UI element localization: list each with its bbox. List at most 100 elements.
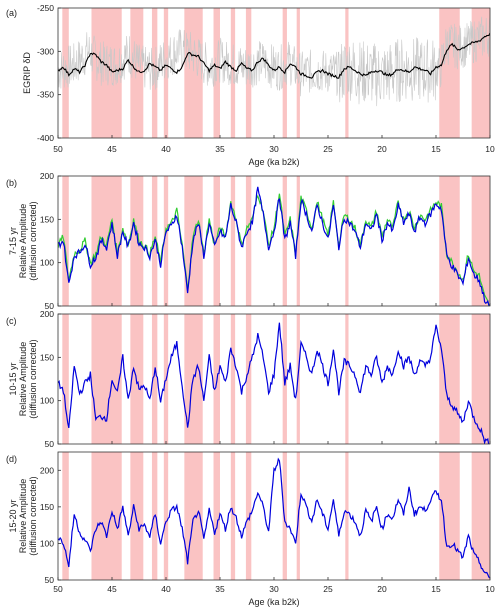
y-tick-label: 50 <box>45 301 55 311</box>
x-tick-label: 50 <box>53 584 63 594</box>
y-tick-label: 200 <box>40 171 54 181</box>
y-axis-label-line: 7-15 yr <box>8 227 18 255</box>
shading-band <box>184 8 203 138</box>
shading-band <box>439 452 460 580</box>
panel-d: 50 100 150 200 50 45 40 35 30 25 20 15 10 Age (ka b2k… <box>6 451 495 607</box>
shading-band <box>62 452 69 580</box>
y-axis-label-line: 15-20 yr <box>8 499 18 532</box>
x-tick-label: 45 <box>107 584 117 594</box>
shading-band <box>439 176 460 306</box>
panel-b: 50 100 150 200 (b) 7-15 yrRelative Amplitude(… <box>6 171 491 311</box>
shading-band <box>296 176 300 306</box>
x-tick-label: 20 <box>377 584 387 594</box>
x-tick-label: 40 <box>161 584 171 594</box>
y-axis-label-line: Relative Amplitude <box>18 342 28 417</box>
x-tick-label: 25 <box>323 144 333 154</box>
y-tick-label: 200 <box>40 309 54 319</box>
panel-label: (c) <box>6 316 17 326</box>
y-axis-label-line: Relative Amplitude <box>18 204 28 279</box>
shading-band <box>471 452 490 580</box>
y-tick-label: -300 <box>37 46 54 56</box>
y-axis-label: 10-15 yrRelative Amplitude(diffusion cor… <box>8 339 38 418</box>
x-axis-label: Age (ka b2k) <box>248 597 299 607</box>
series-blue-line <box>58 186 490 306</box>
series-blue-line <box>58 322 490 444</box>
shading-band <box>151 314 158 444</box>
shading-band <box>62 314 69 444</box>
shading-band <box>230 314 236 444</box>
shading-band <box>62 176 69 306</box>
shading-band <box>163 176 169 306</box>
shading-band <box>345 176 349 306</box>
x-tick-label: 25 <box>323 584 333 594</box>
shading-band <box>230 176 236 306</box>
y-tick-label: 50 <box>45 439 55 449</box>
shading-band <box>130 452 144 580</box>
panel-label: (a) <box>6 8 17 18</box>
y-tick-label: 150 <box>40 502 54 512</box>
x-tick-label: 15 <box>431 584 441 594</box>
series-group <box>58 457 490 579</box>
y-tick-label: 150 <box>40 352 54 362</box>
y-tick-label: 50 <box>45 575 55 585</box>
y-axis-label-line: (diffusion corrected) <box>28 476 38 555</box>
shading-band <box>213 452 220 580</box>
shading-band <box>282 176 287 306</box>
shading-band <box>230 452 236 580</box>
x-tick-label: 35 <box>215 144 225 154</box>
shading-band <box>230 8 236 138</box>
series-green-line <box>58 193 490 306</box>
y-tick-label: 150 <box>40 214 54 224</box>
panel-label: (d) <box>6 454 17 464</box>
series-blue-line <box>58 457 490 579</box>
shading-band <box>245 314 252 444</box>
shading-band <box>439 314 460 444</box>
shading-band <box>296 8 300 138</box>
y-axis-label: 7-15 yrRelative Amplitude(diffusion corr… <box>8 201 38 280</box>
shading-band <box>471 8 490 138</box>
y-axis-label: EGRIP δD <box>22 52 32 94</box>
y-axis-label-line: (diffusion corrected) <box>28 201 38 280</box>
y-tick-label: -250 <box>37 3 54 13</box>
y-axis-label-line: Relative Amplitude <box>18 479 28 554</box>
axes-frame <box>57 313 491 445</box>
y-tick-label: -400 <box>37 133 54 143</box>
series-raw-line <box>58 15 490 107</box>
y-axis-label-line: EGRIP δD <box>22 52 32 94</box>
shading-band <box>345 314 349 444</box>
panel-c: 50 100 150 200 (c) 10-15 yrRelative Amplitude… <box>6 309 491 449</box>
shading-band <box>245 452 252 580</box>
shading-band <box>130 176 144 306</box>
shading-band <box>130 8 144 138</box>
x-tick-label: 40 <box>161 144 171 154</box>
shading-band <box>245 176 252 306</box>
shading-band <box>91 452 122 580</box>
panel-label: (b) <box>6 178 17 188</box>
x-tick-label: 15 <box>431 144 441 154</box>
series-group <box>58 186 490 306</box>
x-tick-label: 45 <box>107 144 117 154</box>
shading-band <box>163 8 169 138</box>
y-axis-label-line: (diffusion corrected) <box>28 339 38 418</box>
x-axis-label: Age (ka b2k) <box>248 157 299 167</box>
x-tick-label: 20 <box>377 144 387 154</box>
y-axis-label-line: 10-15 yr <box>8 362 18 395</box>
x-tick-label: 30 <box>269 144 279 154</box>
axes-frame <box>57 175 491 307</box>
shading-band <box>91 314 122 444</box>
shading-band <box>345 452 349 580</box>
x-tick-label: 10 <box>485 144 495 154</box>
x-tick-label: 10 <box>485 584 495 594</box>
y-tick-label: 100 <box>40 538 54 548</box>
panel-a: -400 -350 -300 -250 50 45 40 35 30 25 20 15 10 Age (k… <box>6 3 495 167</box>
y-tick-label: 100 <box>40 258 54 268</box>
y-tick-label: 100 <box>40 396 54 406</box>
x-tick-label: 50 <box>53 144 63 154</box>
x-tick-label: 35 <box>215 584 225 594</box>
x-tick-label: 30 <box>269 584 279 594</box>
y-tick-label: -350 <box>37 90 54 100</box>
series-group <box>58 322 490 444</box>
series-group <box>58 15 490 107</box>
shading-band <box>163 452 169 580</box>
